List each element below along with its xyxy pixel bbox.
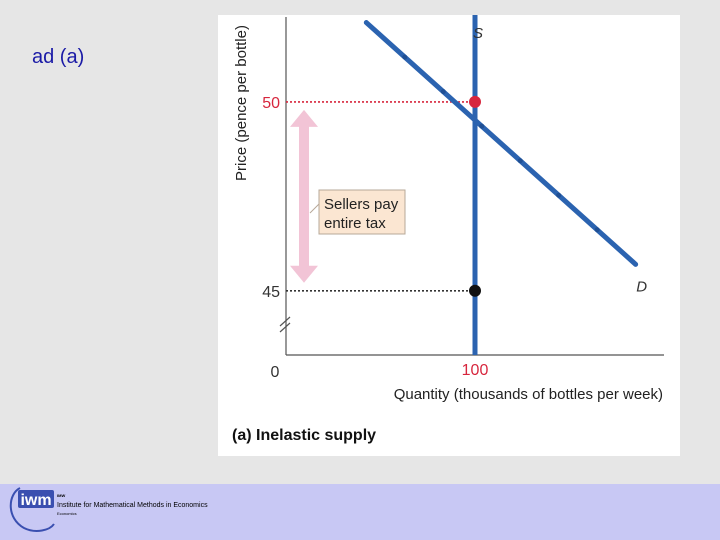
footer-subline: Economics: [57, 511, 77, 516]
iwm-logo: iwm: [9, 487, 55, 532]
slide-title: ad (a): [32, 46, 85, 68]
tax-arrow-head-down: [290, 265, 318, 283]
tax-arrow-head-up: [290, 109, 318, 127]
footer-institute: Institute for Mathematical Methods in Ec…: [57, 502, 208, 509]
series-marker-D: [594, 227, 600, 233]
svg-text:iwm: iwm: [20, 492, 51, 509]
tax-callout-text: Sellers pay: [324, 196, 399, 213]
figure-panel: 50 45 100 0 Quantity (thousands of bottles p…: [218, 15, 680, 456]
tax-callout-text: entire tax: [324, 215, 386, 232]
footer-tag: IMW: [57, 493, 66, 498]
series-marker-D: [440, 89, 446, 95]
series-marker-D: [556, 192, 562, 198]
y-tick-label-45: 45: [262, 284, 280, 301]
y-axis-label: Price (pence per bottle): [233, 25, 250, 181]
caption-label: (a): [232, 427, 256, 444]
caption-text: Inelastic supply: [256, 427, 376, 444]
callout-pointer: [309, 203, 320, 214]
series-label-S: S: [473, 25, 483, 42]
x-tick-label-100: 100: [462, 362, 489, 379]
chart-caption: (a) Inelastic supply: [232, 427, 376, 444]
series-marker-D: [479, 123, 485, 129]
origin-label: 0: [271, 364, 280, 381]
series-label-D: D: [636, 278, 647, 295]
axis-break-mark: [279, 316, 291, 327]
tax-arrow-shaft: [299, 123, 309, 269]
y-tick-label-50: 50: [262, 95, 280, 112]
x-axis-label: Quantity (thousands of bottles per week): [394, 386, 663, 403]
axis-break-mark: [279, 322, 291, 333]
series-line-D: [363, 20, 639, 267]
series-marker-D: [402, 54, 408, 60]
supply-demand-chart: 50 45 100 0 Quantity (thousands of bottles p…: [232, 15, 664, 444]
footer-band: iwm IMW Institute for Mathematical Metho…: [0, 484, 720, 540]
series-marker-D: [517, 158, 523, 164]
data-point-50: [469, 95, 481, 108]
data-point-45: [469, 284, 481, 297]
tax-callout-box: [318, 189, 406, 235]
